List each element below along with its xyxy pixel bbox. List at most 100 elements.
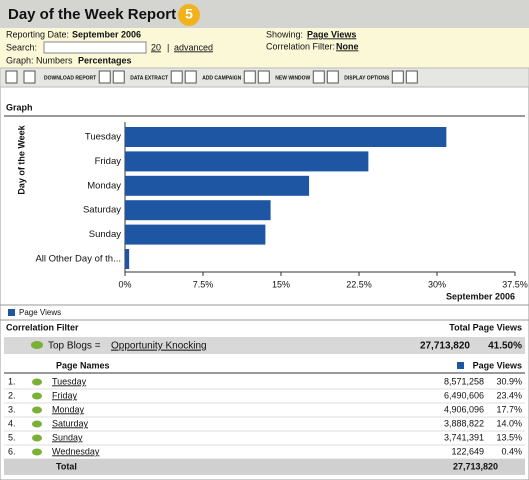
percent: 17.7%	[496, 404, 522, 414]
total-row	[4, 459, 525, 475]
bar	[125, 200, 271, 221]
icon[interactable]	[32, 392, 42, 400]
x-tick-label: 22.5%	[346, 279, 372, 289]
percent: 41.50%	[488, 341, 522, 352]
rank: 2.	[8, 390, 16, 400]
toolbar-icon[interactable]	[243, 70, 256, 84]
separator: |	[167, 42, 169, 52]
x-tick-label: 30%	[428, 279, 446, 289]
column-header: Correlation Filter	[6, 322, 79, 332]
label: Graph:	[6, 55, 34, 65]
option[interactable]: Percentages	[78, 55, 132, 65]
y-tick-label: All Other Day of th...	[35, 254, 121, 265]
rank: 5.	[8, 432, 16, 442]
link[interactable]: advanced	[174, 42, 213, 52]
toolbar-icon[interactable]	[391, 70, 404, 84]
icon[interactable]	[32, 406, 42, 414]
total-label: Total	[56, 461, 77, 471]
rank: 3.	[8, 404, 16, 414]
percent: 23.4%	[496, 390, 522, 400]
page-views: 3,888,822	[444, 418, 484, 428]
toolbar-icon[interactable]	[405, 70, 418, 84]
rank: 4.	[8, 418, 16, 428]
rank: 1.	[8, 376, 16, 386]
label: Showing:	[266, 29, 303, 39]
title-bar	[0, 0, 529, 28]
page-views: 8,571,258	[444, 376, 484, 386]
label: Correlation Filter:	[266, 41, 335, 51]
filter-row	[4, 337, 525, 354]
toolbar-icon[interactable]	[326, 70, 339, 84]
legend-label: Page Views	[19, 308, 61, 317]
icon[interactable]	[32, 420, 42, 428]
page-views: 122,649	[451, 446, 484, 456]
column-header: Page Views	[473, 360, 522, 370]
page-name[interactable]: Sunday	[52, 432, 83, 442]
toolbar-icon[interactable]	[5, 70, 18, 84]
label: Search:	[6, 42, 37, 52]
icon[interactable]	[32, 378, 42, 386]
toolbar-button[interactable]: DISPLAY OPTIONS	[344, 75, 390, 81]
link[interactable]: 20	[151, 42, 161, 52]
page-views: 6,490,606	[444, 390, 484, 400]
page-name[interactable]: Monday	[52, 404, 85, 414]
column-header: Page Names	[56, 360, 110, 370]
total: 27,713,820	[420, 341, 470, 352]
search-input[interactable]	[43, 41, 147, 54]
page-views: 3,741,391	[444, 432, 484, 442]
icon[interactable]	[32, 434, 42, 442]
y-tick-label: Monday	[87, 180, 121, 191]
x-tick-label: 7.5%	[193, 279, 214, 289]
bar	[125, 151, 369, 172]
rank: 6.	[8, 446, 16, 456]
total-value: 27,713,820	[453, 461, 498, 471]
link[interactable]: None	[336, 41, 359, 51]
icon	[31, 341, 43, 349]
toolbar-icon[interactable]	[112, 70, 125, 84]
toolbar-icon[interactable]	[312, 70, 325, 84]
percent: 14.0%	[496, 418, 522, 428]
bar	[125, 224, 266, 245]
percent: 13.5%	[496, 432, 522, 442]
y-tick-label: Saturday	[83, 205, 121, 216]
toolbar-icon[interactable]	[257, 70, 270, 84]
legend-swatch	[8, 309, 15, 316]
badge	[178, 4, 200, 26]
page-name[interactable]: Wednesday	[52, 446, 100, 456]
value: September 2006	[72, 29, 141, 39]
bar	[125, 249, 130, 269]
icon[interactable]	[32, 448, 42, 456]
y-tick-label: Tuesday	[85, 132, 121, 143]
link[interactable]: Opportunity Knocking	[111, 341, 207, 352]
report-title: Day of the Week Report	[8, 6, 176, 23]
toolbar-button[interactable]: ADD CAMPAIGN	[202, 75, 241, 81]
x-tick-label: 15%	[272, 279, 290, 289]
toolbar-icon[interactable]	[170, 70, 183, 84]
toolbar-icon[interactable]	[23, 70, 36, 84]
y-tick-label: Sunday	[89, 229, 121, 240]
page-name[interactable]: Tuesday	[52, 376, 87, 386]
page-name[interactable]: Friday	[52, 390, 78, 400]
x-axis-title: September 2006	[446, 291, 515, 301]
column-header: Total Page Views	[449, 322, 522, 332]
bar	[125, 127, 447, 147]
toolbar-icon[interactable]	[98, 70, 111, 84]
filter-name: Top Blogs =	[48, 341, 101, 352]
y-axis-title: Day of the Week	[16, 124, 26, 194]
toolbar-button[interactable]: NEW WINDOW	[275, 75, 310, 81]
percent: 0.4%	[501, 446, 522, 456]
option[interactable]: Numbers	[36, 55, 73, 65]
toolbar-button[interactable]: DATA EXTRACT	[130, 75, 168, 81]
bar	[125, 175, 310, 196]
page-name[interactable]: Saturday	[52, 418, 89, 428]
label: Reporting Date:	[6, 29, 69, 39]
percent: 30.9%	[496, 376, 522, 386]
badge-number: 5	[185, 6, 193, 22]
y-tick-label: Friday	[95, 156, 122, 167]
link[interactable]: Page Views	[307, 29, 356, 39]
toolbar-icon[interactable]	[184, 70, 197, 84]
legend-swatch	[457, 362, 464, 369]
toolbar-button[interactable]: DOWNLOAD REPORT	[44, 75, 96, 81]
section-title: Graph	[6, 102, 33, 112]
